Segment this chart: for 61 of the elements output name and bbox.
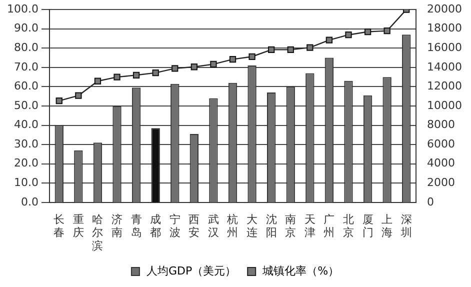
point	[210, 60, 217, 68]
y2-tick-label: 16000	[427, 41, 462, 54]
x-tick-label: 厦门	[362, 212, 374, 240]
x-tick-label: 武汉	[208, 212, 219, 240]
y-tick-label: 100.0	[6, 2, 38, 16]
x-tick-label: 西安	[188, 212, 200, 240]
point	[345, 32, 352, 38]
point	[56, 97, 62, 104]
x-tick-label: 宁波	[169, 212, 180, 240]
x-tick-label: 长春	[54, 212, 65, 240]
point	[94, 78, 102, 84]
point	[326, 36, 333, 44]
point	[364, 28, 372, 36]
x-tick-label: 哈尔滨	[92, 212, 104, 252]
x-tick-label: 上海	[382, 212, 393, 240]
y-tick-label: 30.0	[14, 137, 38, 150]
y2-tick-label: 4000	[427, 156, 456, 170]
legend-label: 城镇化率（%）	[262, 264, 340, 278]
y2-tick-label: 2000	[427, 176, 456, 189]
x-tick-label: 南京	[285, 212, 296, 240]
x-tick-label: 北京	[342, 212, 354, 240]
x-tick-label: 广州	[324, 212, 335, 240]
y2-tick-label: 10000	[427, 98, 462, 112]
y2-tick-label: 18000	[427, 22, 462, 35]
y2-tick-label: 6000	[427, 137, 456, 150]
y-tick-label: 60.0	[14, 80, 38, 93]
point	[268, 46, 275, 54]
x-tick-label: 天津	[304, 212, 316, 240]
point	[190, 64, 198, 70]
x-tick-label: 杭州	[226, 212, 238, 240]
x-tick-label: 重庆	[72, 212, 84, 240]
point	[384, 27, 390, 34]
point	[114, 74, 120, 80]
x-tick-label: 大连	[246, 212, 258, 240]
point	[132, 72, 140, 78]
point	[248, 53, 256, 60]
y2-tick-label: 20000	[427, 2, 462, 16]
x-tick-label: 青岛	[130, 212, 142, 240]
y-tick-label: 70.0	[14, 60, 38, 74]
y-tick-label: 0.0	[20, 195, 38, 208]
point	[229, 56, 236, 63]
y-tick-label: 10.0	[14, 176, 38, 189]
point	[75, 92, 82, 99]
y2-tick-label: 8000	[427, 118, 456, 132]
y-tick-label: 90.0	[14, 22, 38, 35]
point	[287, 46, 294, 54]
y2-tick-label: 12000	[427, 80, 462, 93]
y2-tick-label: 14000	[427, 60, 462, 74]
x-tick-label: 沈阳	[266, 212, 277, 240]
y-tick-label: 20.0	[14, 156, 38, 170]
legend-label: 人均GDP（美元）	[146, 264, 236, 278]
x-tick-label: 济南	[112, 212, 123, 240]
point	[306, 44, 314, 51]
y-tick-label: 80.0	[14, 41, 38, 54]
point	[152, 70, 159, 76]
y-tick-label: 50.0	[14, 98, 38, 112]
point	[172, 65, 178, 72]
x-tick-label: 成都	[150, 212, 162, 240]
x-tick-label: 深圳	[400, 212, 412, 240]
y-tick-label: 40.0	[14, 118, 38, 132]
y2-tick-label: 0	[427, 195, 434, 208]
